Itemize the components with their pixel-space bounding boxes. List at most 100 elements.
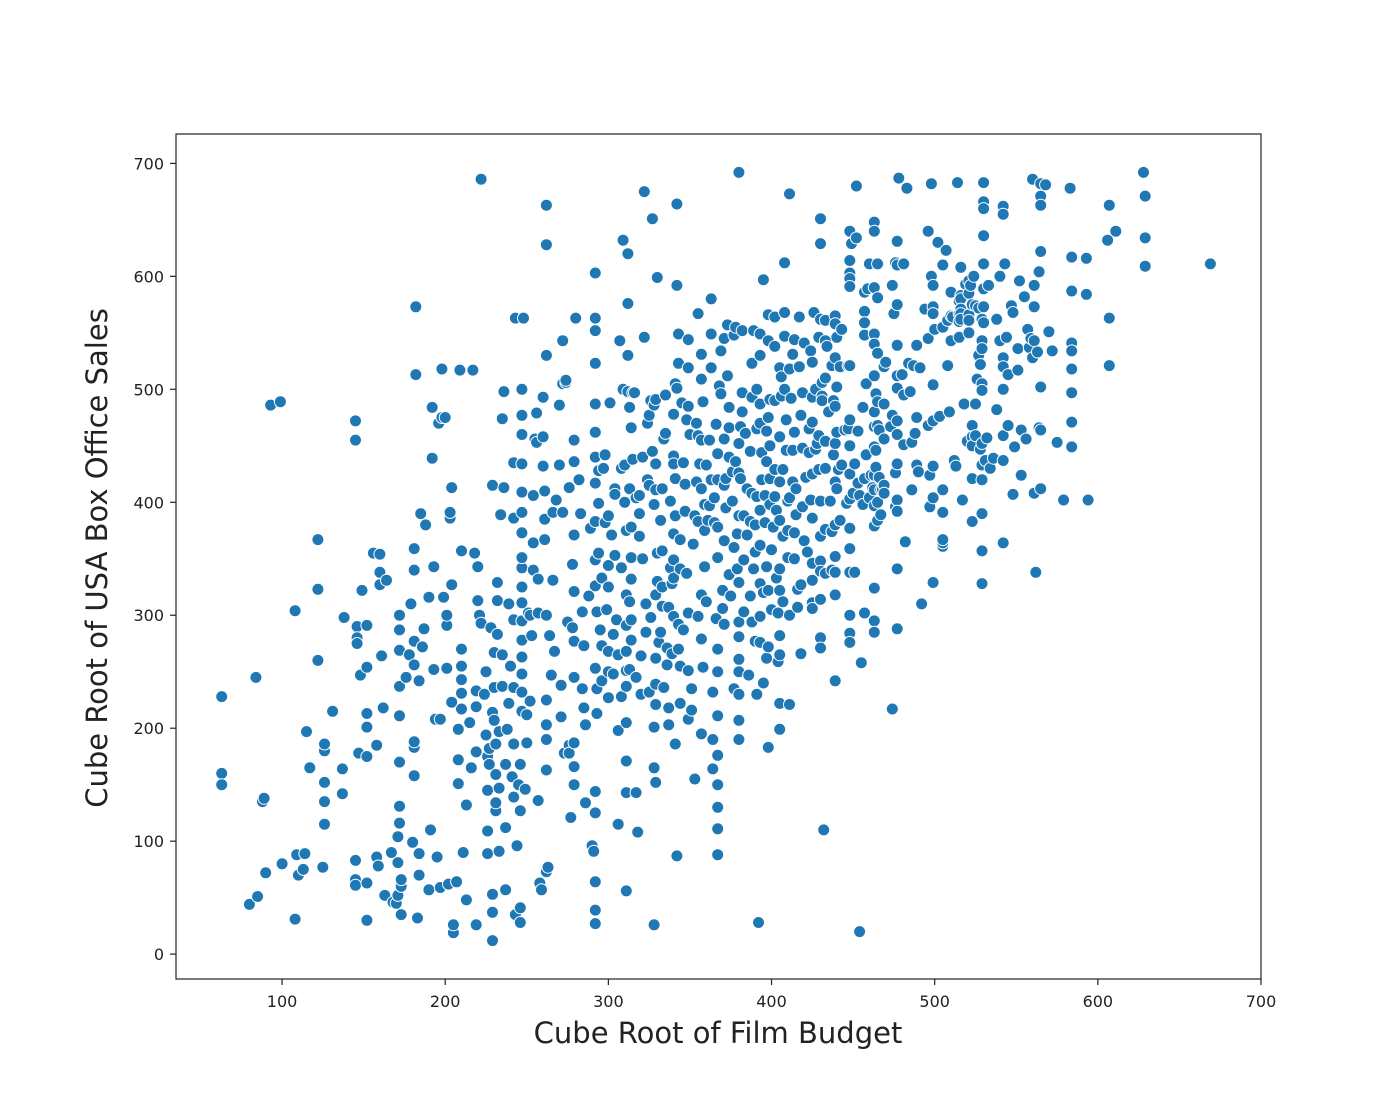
data-point bbox=[610, 613, 623, 627]
data-point bbox=[1081, 493, 1095, 507]
data-point bbox=[843, 608, 857, 622]
data-point bbox=[753, 503, 767, 517]
data-point bbox=[477, 687, 491, 701]
data-point bbox=[773, 722, 787, 736]
data-point bbox=[424, 823, 437, 837]
data-point bbox=[753, 538, 767, 552]
data-point bbox=[489, 737, 503, 751]
data-point bbox=[588, 903, 602, 917]
y-tick-label: 400 bbox=[133, 493, 164, 512]
data-point bbox=[409, 300, 423, 314]
data-point bbox=[690, 416, 703, 430]
data-point bbox=[399, 670, 413, 684]
data-point bbox=[926, 576, 940, 589]
data-point bbox=[926, 459, 940, 473]
data-point bbox=[623, 595, 637, 609]
data-point bbox=[858, 316, 871, 330]
data-point bbox=[1137, 165, 1150, 179]
data-point bbox=[311, 653, 325, 667]
data-point bbox=[316, 860, 330, 874]
data-point bbox=[667, 571, 681, 585]
data-point bbox=[649, 651, 663, 665]
data-point bbox=[732, 713, 746, 727]
data-point bbox=[567, 670, 581, 684]
data-point bbox=[890, 428, 904, 441]
data-point bbox=[931, 235, 945, 249]
data-point bbox=[892, 171, 906, 185]
data-point bbox=[877, 432, 891, 446]
data-point bbox=[531, 794, 545, 807]
data-point bbox=[714, 344, 728, 358]
data-point bbox=[618, 495, 632, 509]
data-point bbox=[737, 553, 751, 567]
data-point bbox=[1065, 344, 1079, 358]
data-point bbox=[797, 534, 811, 548]
data-point bbox=[548, 644, 561, 658]
data-point bbox=[1079, 251, 1093, 265]
data-point bbox=[773, 629, 787, 643]
data-point bbox=[792, 310, 806, 324]
y-tick-label: 100 bbox=[133, 832, 164, 851]
data-point bbox=[732, 165, 746, 179]
data-point bbox=[513, 916, 527, 929]
data-point bbox=[951, 176, 964, 190]
data-point bbox=[430, 850, 444, 864]
data-point bbox=[303, 761, 317, 775]
data-point bbox=[871, 257, 885, 271]
data-point bbox=[393, 608, 406, 622]
data-point bbox=[445, 481, 459, 495]
data-point bbox=[996, 454, 1010, 467]
data-point bbox=[407, 542, 421, 556]
data-point bbox=[898, 535, 912, 549]
data-point bbox=[1034, 245, 1048, 258]
data-point bbox=[632, 529, 646, 543]
data-point bbox=[969, 397, 982, 411]
data-point bbox=[616, 233, 630, 247]
data-point bbox=[479, 728, 493, 742]
data-point bbox=[1014, 468, 1028, 482]
data-point bbox=[783, 187, 796, 201]
data-point bbox=[993, 269, 1007, 283]
data-point bbox=[538, 533, 552, 547]
data-point bbox=[588, 875, 602, 889]
data-point bbox=[773, 475, 787, 489]
data-point bbox=[703, 433, 716, 447]
data-point bbox=[539, 733, 553, 746]
data-point bbox=[670, 381, 684, 395]
data-point bbox=[711, 665, 725, 679]
data-point bbox=[711, 551, 725, 565]
data-point bbox=[647, 720, 661, 734]
data-point bbox=[411, 911, 424, 925]
data-point bbox=[996, 382, 1010, 396]
data-point bbox=[699, 595, 713, 609]
data-point bbox=[495, 648, 509, 662]
data-point bbox=[667, 553, 681, 567]
data-point bbox=[427, 560, 441, 574]
data-point bbox=[711, 520, 725, 534]
data-point bbox=[647, 761, 661, 775]
data-point bbox=[567, 433, 581, 447]
data-point bbox=[486, 905, 499, 919]
data-point bbox=[655, 482, 669, 496]
data-point bbox=[544, 668, 558, 682]
data-point bbox=[890, 234, 904, 248]
data-point bbox=[849, 231, 863, 245]
data-point bbox=[936, 533, 950, 547]
data-point bbox=[588, 785, 602, 798]
data-point bbox=[890, 562, 904, 576]
x-tick-label: 100 bbox=[267, 992, 298, 1011]
data-point bbox=[681, 361, 695, 375]
data-point bbox=[655, 544, 669, 558]
data-point bbox=[716, 602, 730, 615]
data-point bbox=[335, 762, 349, 776]
data-point bbox=[724, 589, 738, 603]
data-point bbox=[975, 383, 989, 397]
data-point bbox=[771, 606, 785, 620]
data-point bbox=[761, 640, 775, 654]
data-point bbox=[1027, 334, 1041, 348]
data-point bbox=[393, 709, 406, 723]
data-point bbox=[215, 778, 229, 792]
data-point bbox=[1031, 345, 1044, 359]
data-point bbox=[588, 397, 602, 411]
data-point bbox=[469, 745, 483, 759]
